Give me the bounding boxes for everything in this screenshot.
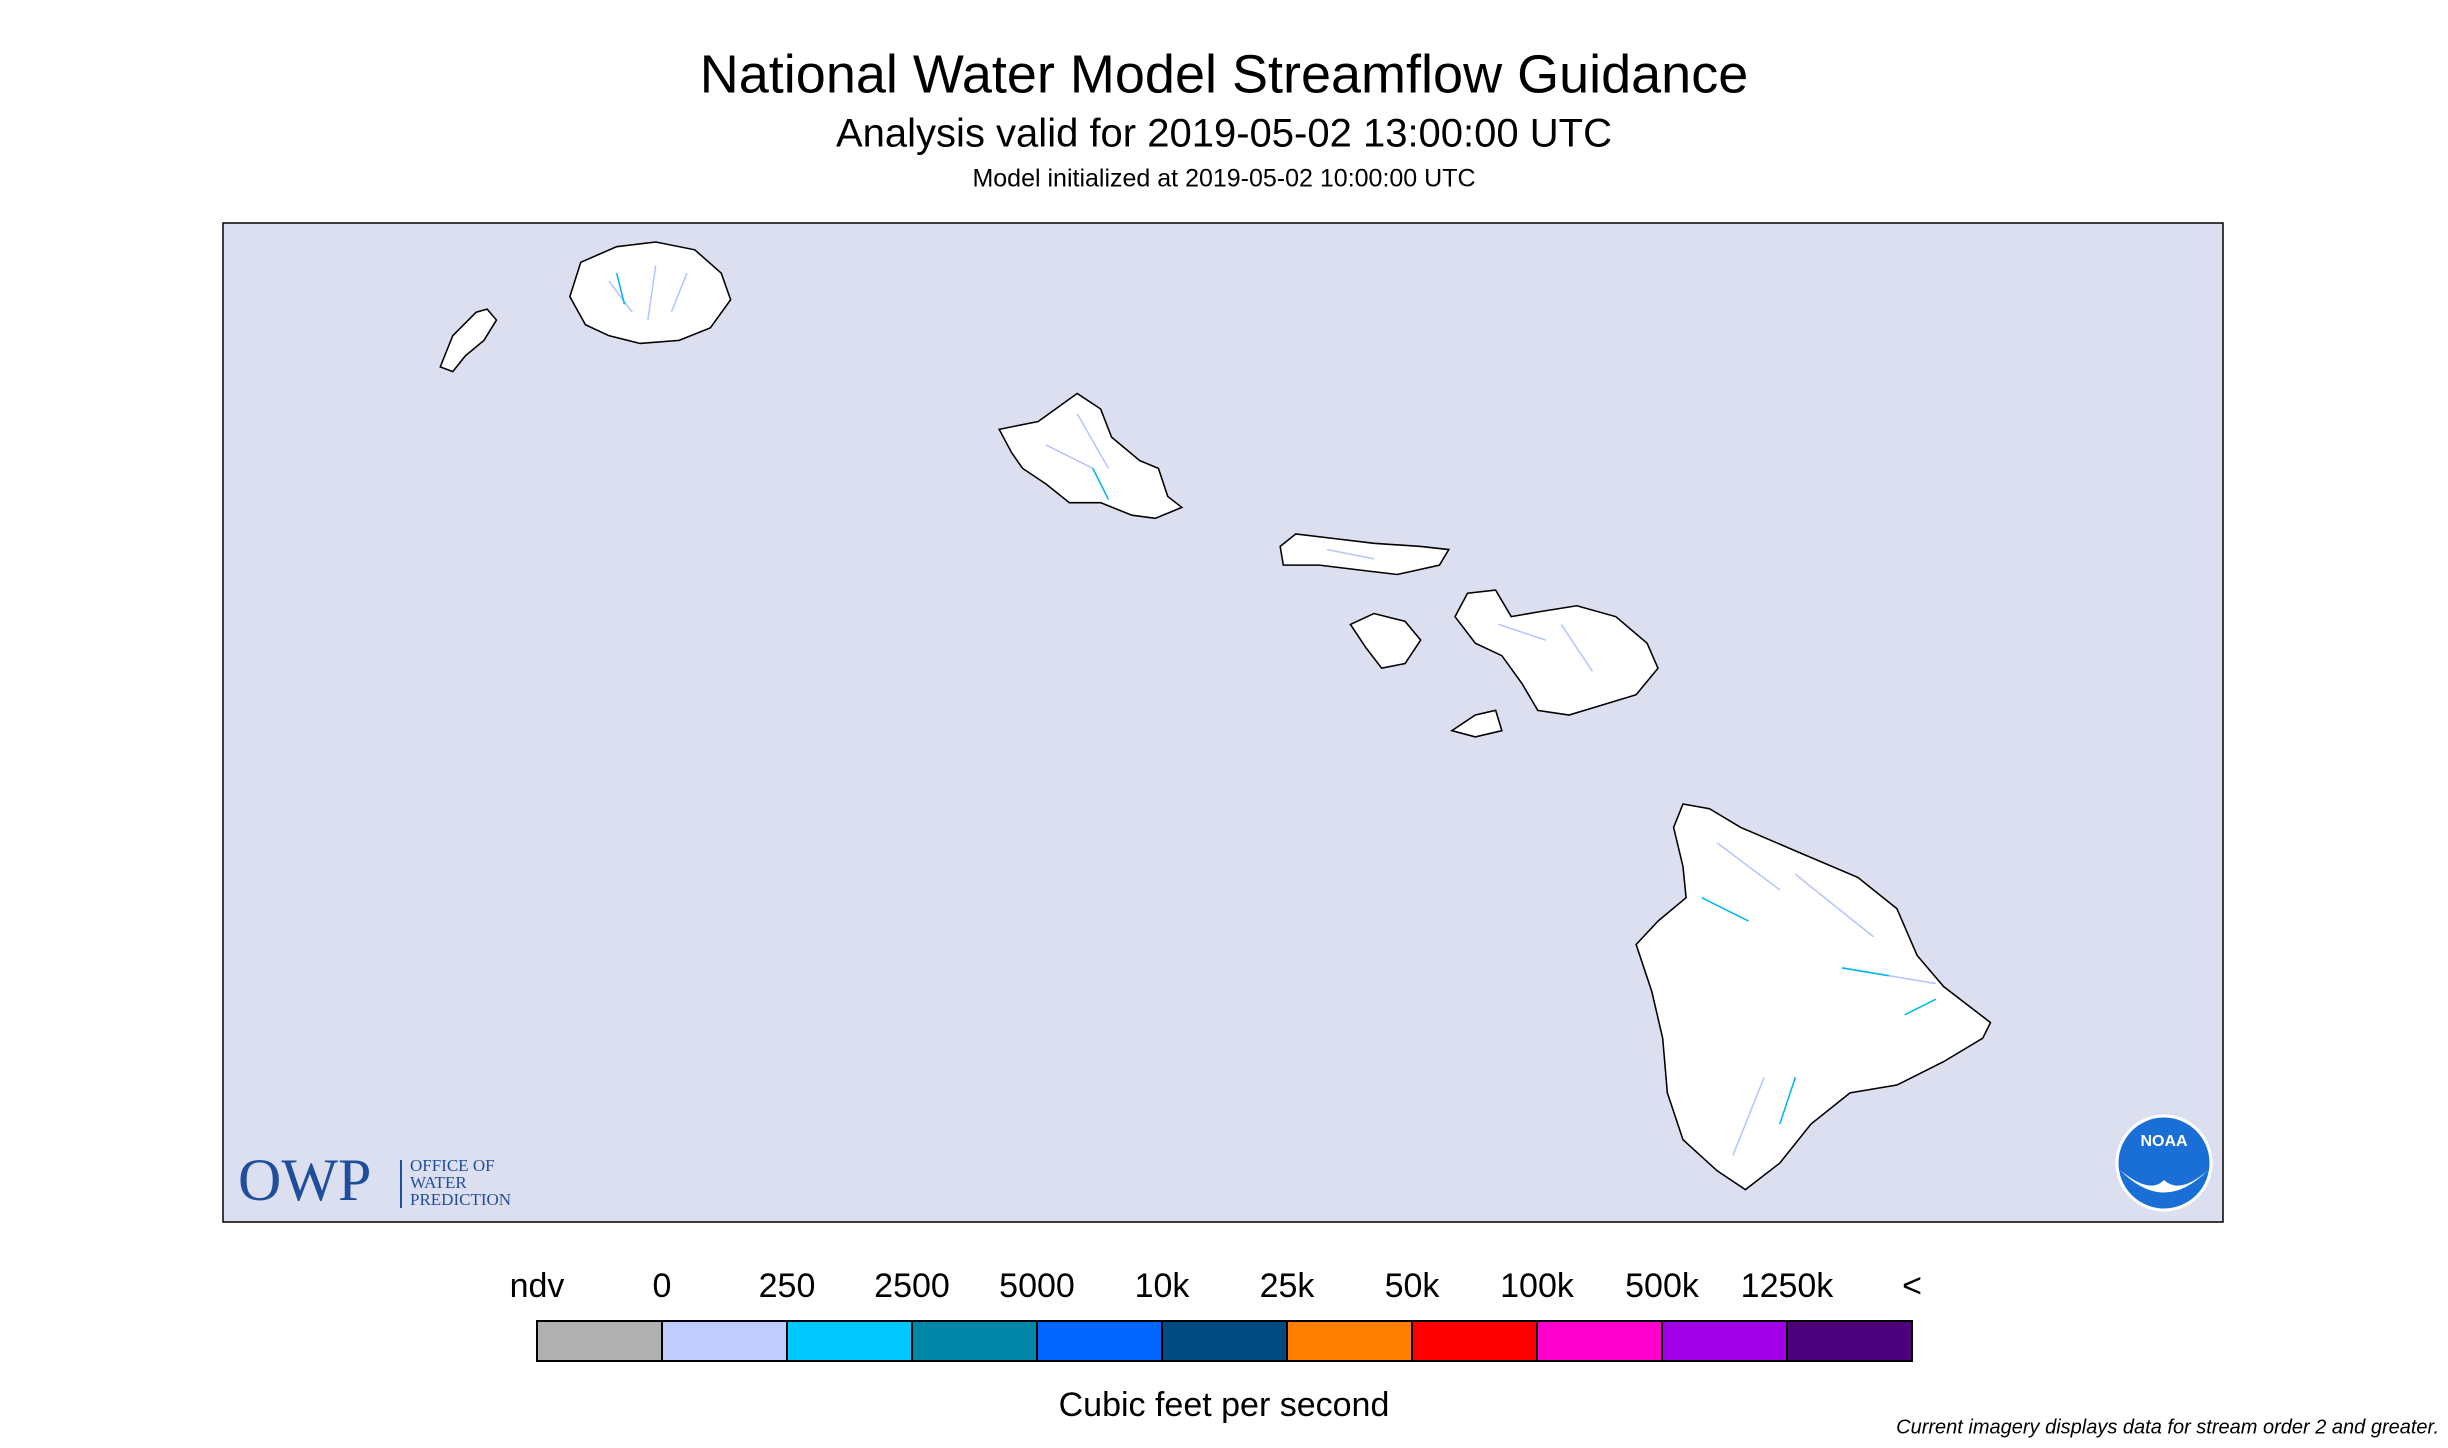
legend-label: 1250k xyxy=(1741,1267,1835,1305)
legend-label: 5000 xyxy=(999,1267,1075,1305)
title: National Water Model Streamflow Guidance xyxy=(700,44,1748,104)
legend-label: < xyxy=(1902,1267,1922,1305)
legend-label: 500k xyxy=(1625,1267,1700,1305)
island xyxy=(1635,803,1992,1191)
legend-swatch xyxy=(1036,1320,1163,1362)
islands xyxy=(439,241,1992,1191)
legend-swatch xyxy=(661,1320,788,1362)
island xyxy=(1279,533,1451,576)
legend-swatch xyxy=(1536,1320,1663,1362)
legend-label: 50k xyxy=(1385,1267,1441,1305)
legend-swatch xyxy=(1161,1320,1288,1362)
footnote: Current imagery displays data for stream… xyxy=(1896,1416,2439,1438)
noaa-text: NOAA xyxy=(2140,1133,2188,1150)
owp-name-line: OFFICE OF xyxy=(410,1156,495,1175)
legend-swatch xyxy=(1661,1320,1788,1362)
legend-label: 100k xyxy=(1500,1267,1575,1305)
island xyxy=(1454,589,1659,716)
legend-label: ndv xyxy=(510,1267,565,1305)
legend-label: 25k xyxy=(1260,1267,1316,1305)
island xyxy=(1349,612,1422,670)
island xyxy=(997,392,1184,520)
legend-label: 10k xyxy=(1135,1267,1191,1305)
legend-swatch xyxy=(1286,1320,1413,1362)
legend-swatch xyxy=(786,1320,913,1362)
legend-label: 2500 xyxy=(874,1267,950,1305)
owp-name-line: PREDICTION xyxy=(410,1190,511,1209)
noaa-logo xyxy=(2115,1114,2213,1212)
init-time: Model initialized at 2019-05-02 10:00:00… xyxy=(972,165,1475,193)
legend-swatch xyxy=(1786,1320,1913,1362)
streams xyxy=(608,265,1937,1156)
noaa-bird xyxy=(2120,1170,2208,1193)
owp-logo: OWP xyxy=(238,1147,371,1213)
legend-swatch xyxy=(536,1320,663,1362)
legend-unit: Cubic feet per second xyxy=(1059,1386,1390,1424)
legend: ndv 0 250 2500 5000 10k 25k 50k 100k 500k 1250k < xyxy=(510,1267,1922,1362)
island xyxy=(1450,709,1503,738)
legend-swatch xyxy=(911,1320,1038,1362)
subtitle: Analysis valid for 2019-05-02 13:00:00 U… xyxy=(836,112,1612,156)
owp-name-line: WATER xyxy=(410,1173,467,1192)
legend-swatch xyxy=(1411,1320,1538,1362)
legend-label: 0 xyxy=(653,1267,672,1305)
legend-label: 250 xyxy=(759,1267,816,1305)
island xyxy=(568,241,732,345)
island xyxy=(439,308,498,373)
